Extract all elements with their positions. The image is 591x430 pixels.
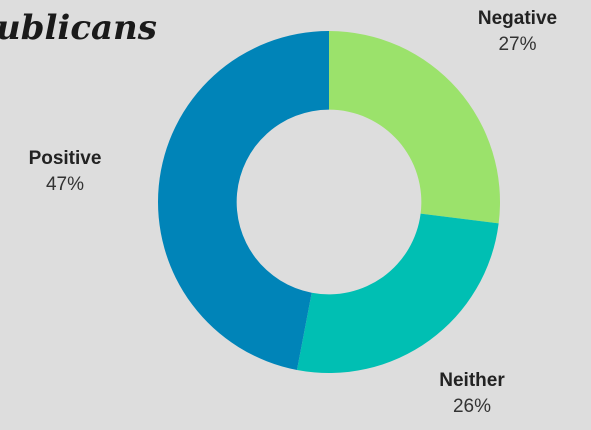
slice-percent: 47% (45, 173, 85, 195)
slice-percent: 27% (498, 33, 537, 55)
slice-label-neither: Neither 26% (412, 368, 532, 419)
slice-name: Neither (439, 370, 505, 391)
slice-name: Negative (477, 8, 558, 29)
donut-slice-positive (157, 31, 329, 370)
slice-name: Positive (28, 148, 102, 169)
slice-label-positive: Positive 47% (5, 146, 125, 197)
slice-label-negative: Negative 27% (455, 6, 580, 57)
chart-title: ublicans (0, 8, 157, 48)
slice-percent: 26% (452, 395, 492, 417)
donut-slice-negative (329, 31, 500, 224)
donut-slice-neither (296, 213, 499, 374)
